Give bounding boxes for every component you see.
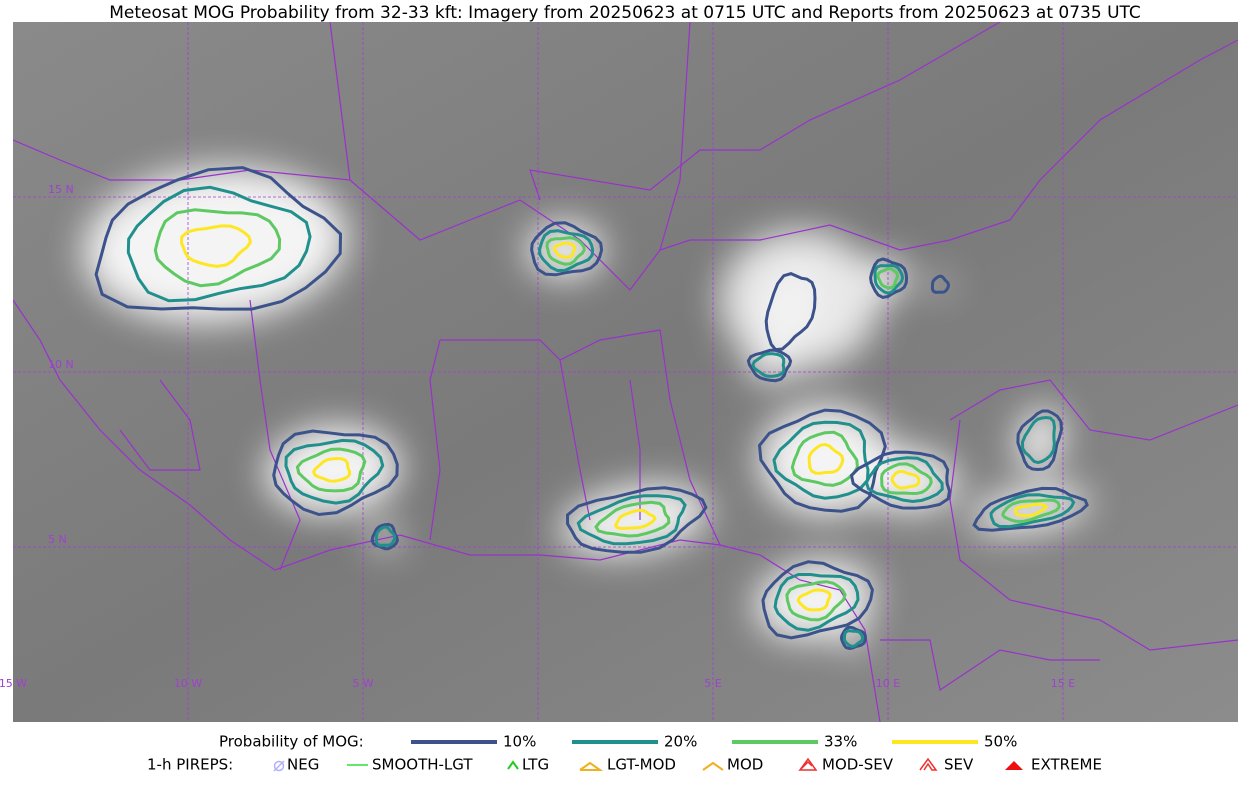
lat-label: 5 N [48, 533, 67, 546]
legend-label: LGT-MOD [607, 756, 676, 774]
lon-label: 15 E [1051, 677, 1075, 690]
contour [1013, 502, 1049, 518]
legend-label: 50% [984, 733, 1017, 751]
lon-label: 15 W [0, 677, 27, 690]
legend-label: NEG [287, 756, 319, 774]
contour [796, 588, 832, 612]
contour [284, 438, 385, 505]
contour [849, 450, 952, 510]
contour [576, 494, 687, 546]
legend-label: LTG [522, 756, 549, 774]
contour [930, 274, 951, 294]
contour [876, 267, 900, 290]
lat-label: 10 N [48, 358, 74, 371]
legend: Probability of MOG: 1-h PIREPS: 10% 20% 33… [147, 733, 1102, 774]
lon-label: 5 E [704, 677, 721, 690]
contour [312, 457, 352, 483]
contour [773, 572, 860, 632]
contour [880, 462, 933, 496]
contour [864, 456, 944, 503]
contour [1020, 415, 1057, 465]
legend-label: SEV [944, 756, 974, 774]
contours [94, 166, 1089, 651]
lon-label: 10 E [876, 677, 900, 690]
contour [153, 208, 282, 288]
contour [295, 447, 367, 493]
contour [869, 257, 909, 299]
legend-label: MOD-SEV [822, 756, 894, 774]
contour [890, 469, 921, 490]
legend-label: EXTREME [1031, 756, 1102, 774]
contour [761, 560, 874, 640]
contour [989, 493, 1076, 529]
legend-label: 10% [503, 733, 536, 751]
cloud [83, 167, 347, 323]
contour [1016, 409, 1064, 472]
legend-label: 20% [664, 733, 697, 751]
contour [594, 500, 671, 538]
contour [807, 442, 845, 475]
contour [746, 348, 793, 383]
contour [552, 241, 577, 259]
lat-label: 15 N [48, 183, 74, 196]
contour [126, 185, 312, 303]
contour [757, 408, 887, 513]
map: 15 N 10 N 5 N [13, 22, 1238, 722]
lon-label: 5 W [352, 677, 373, 690]
contour [565, 486, 708, 554]
contour [374, 525, 397, 547]
lon-label: 10 W [174, 677, 202, 690]
contour [1001, 498, 1061, 523]
contour [764, 272, 817, 352]
contour [790, 430, 859, 487]
graticule [13, 22, 1238, 722]
contour [972, 486, 1089, 532]
contour [179, 224, 253, 268]
contour [614, 508, 657, 531]
legend-label: MOD [727, 756, 763, 774]
contour [751, 352, 786, 378]
contour [842, 629, 865, 648]
legend-label: SMOOTH-LGT [372, 756, 473, 774]
contour [545, 236, 586, 266]
contour [785, 580, 847, 622]
contour [530, 221, 604, 277]
contour [370, 522, 399, 551]
title: Meteosat MOG Probability from 32-33 kft:… [109, 3, 1141, 23]
contour [94, 166, 343, 311]
contour [272, 429, 399, 517]
legend-title: Probability of MOG: [219, 733, 364, 751]
contour [873, 263, 905, 295]
legend-title: 1-h PIREPS: [147, 756, 233, 774]
legend-label: 33% [824, 733, 857, 751]
contour [772, 420, 870, 500]
contour [537, 229, 595, 273]
